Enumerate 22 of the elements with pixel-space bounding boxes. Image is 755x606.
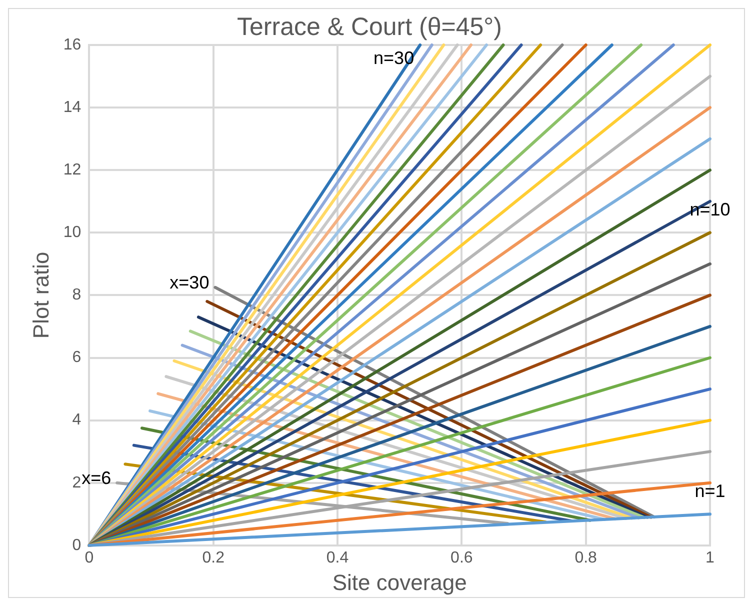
y-tick-label: 4 bbox=[72, 412, 82, 429]
y-tick-label: 12 bbox=[63, 162, 82, 179]
x-tick-label: 0.4 bbox=[326, 549, 349, 566]
chart-title: Terrace & Court (θ=45°) bbox=[237, 12, 502, 41]
x-tick-label: 0.6 bbox=[450, 549, 473, 566]
annotation: n=1 bbox=[694, 481, 726, 502]
x-tick-label: 0.2 bbox=[202, 549, 225, 566]
x-tick-label: 1 bbox=[706, 549, 715, 566]
y-axis-title: Plot ratio bbox=[28, 252, 54, 339]
annotation: x=6 bbox=[82, 468, 112, 488]
annotation: n=10 bbox=[690, 200, 730, 220]
y-tick-label: 6 bbox=[72, 349, 82, 366]
y-tick-label: 16 bbox=[63, 36, 82, 54]
y-tick-label: 14 bbox=[63, 98, 82, 116]
y-tick-label: 0 bbox=[72, 536, 82, 554]
x-axis-title: Site coverage bbox=[332, 570, 467, 595]
y-tick-label: 2 bbox=[72, 474, 82, 492]
y-tick-label: 8 bbox=[72, 286, 82, 304]
y-tick-label: 10 bbox=[63, 224, 82, 242]
annotation: x=30 bbox=[170, 272, 210, 292]
x-tick-label: 0.8 bbox=[574, 549, 598, 566]
x-tick-label: 0 bbox=[84, 549, 94, 566]
